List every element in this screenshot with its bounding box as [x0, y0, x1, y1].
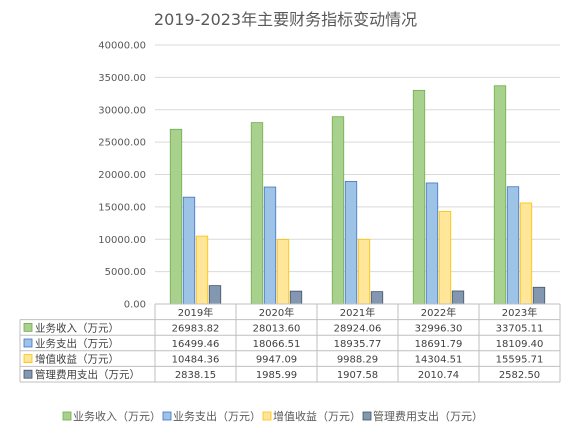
x-tick-label: 2023年	[502, 306, 537, 319]
bar	[195, 235, 209, 305]
data-label: 16499.46	[172, 339, 220, 350]
y-tick-label: 25000.00	[98, 138, 146, 149]
data-label: 1985.99	[256, 370, 297, 381]
bar	[412, 89, 426, 305]
table-legend-key	[23, 322, 33, 332]
y-tick-label: 5000.00	[105, 267, 146, 278]
bar	[182, 196, 196, 305]
legend-swatch	[262, 411, 272, 421]
legend-swatch	[362, 411, 372, 421]
data-label: 9988.29	[337, 355, 378, 366]
table-legend-key	[23, 338, 33, 348]
x-tick-label: 2020年	[259, 306, 294, 319]
bar	[370, 291, 384, 305]
legend-label: 管理费用支出（万元）	[373, 409, 483, 423]
data-label: 14304.51	[415, 355, 463, 366]
data-label: 28013.60	[253, 323, 301, 334]
data-label: 18109.40	[496, 339, 544, 350]
bar	[506, 186, 520, 305]
data-label: 32996.30	[415, 323, 463, 334]
bar	[357, 238, 371, 305]
x-tick-label: 2021年	[340, 306, 375, 319]
data-label: 15595.71	[496, 355, 544, 366]
bar	[344, 180, 358, 305]
legend-label: 业务支出（万元）	[173, 409, 261, 423]
data-label: 26983.82	[172, 323, 220, 334]
bar	[493, 85, 507, 305]
data-label: 2010.74	[418, 370, 459, 381]
data-label: 2582.50	[499, 370, 540, 381]
chart-title: 2019-2023年主要财务指标变动情况	[153, 10, 418, 29]
y-tick-label: 20000.00	[98, 170, 146, 181]
bar	[331, 116, 345, 305]
bar	[451, 290, 465, 305]
table-row-label: 增值收益（万元）	[35, 353, 119, 366]
data-label: 18066.51	[253, 339, 301, 350]
bar	[438, 210, 452, 305]
table-row-label: 业务收入（万元）	[35, 321, 119, 334]
data-label: 1907.58	[337, 370, 378, 381]
bar	[425, 182, 439, 305]
table-legend-key	[23, 354, 33, 364]
data-label: 33705.11	[496, 323, 544, 334]
bar	[250, 122, 264, 305]
x-tick-label: 2019年	[178, 306, 213, 319]
data-label: 9947.09	[256, 355, 297, 366]
bar	[208, 285, 222, 305]
bar	[263, 186, 277, 305]
legend-swatch	[162, 411, 172, 421]
legend-label: 业务收入（万元）	[73, 409, 161, 423]
x-tick-label: 2022年	[421, 306, 456, 319]
legend-swatch	[62, 411, 72, 421]
bar	[169, 128, 183, 305]
y-tick-label: 30000.00	[98, 105, 146, 116]
y-tick-label: 15000.00	[98, 202, 146, 213]
y-tick-label: 0.00	[124, 300, 146, 311]
bar	[532, 286, 546, 305]
table-legend-key	[23, 369, 33, 379]
data-label: 28924.06	[334, 323, 382, 334]
table-row-label: 管理费用支出（万元）	[35, 368, 140, 381]
y-tick-label: 35000.00	[98, 73, 146, 84]
data-label: 18691.79	[415, 339, 463, 350]
data-label: 2838.15	[175, 370, 216, 381]
bar	[519, 202, 533, 305]
legend-label: 增值收益（万元）	[273, 409, 361, 423]
bar	[276, 239, 290, 305]
table-row-label: 业务支出（万元）	[35, 337, 119, 350]
data-label: 10484.36	[172, 355, 220, 366]
bar	[289, 290, 303, 305]
y-tick-label: 10000.00	[98, 235, 146, 246]
y-tick-label: 40000.00	[98, 41, 146, 52]
data-label: 18935.77	[334, 339, 382, 350]
